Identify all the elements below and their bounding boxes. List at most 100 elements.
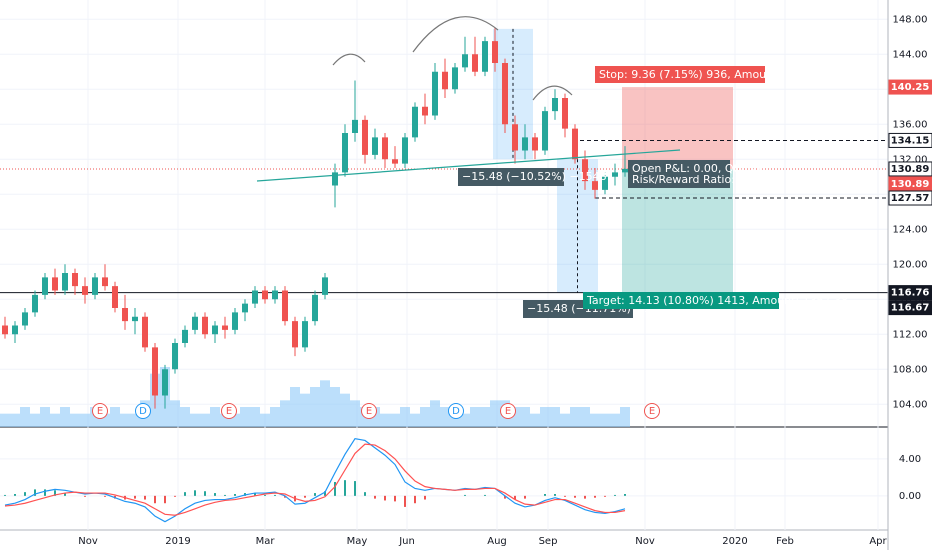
head-arc (412, 16, 499, 53)
candle-body (382, 137, 388, 160)
candle-body (522, 137, 528, 151)
volume-bar (270, 407, 280, 427)
x-tick-label: Mar (256, 536, 276, 547)
target-label: Target: 14.13 (10.80%) 1413, Amount: 136… (586, 294, 848, 307)
candle-body (132, 316, 138, 322)
candle-body (612, 172, 618, 177)
target-label-bg (583, 292, 779, 309)
candle-body (362, 119, 368, 155)
histogram-bar (574, 495, 576, 498)
volume-bar (520, 407, 530, 427)
candle-body (502, 63, 508, 125)
candle-body (412, 106, 418, 138)
y-tick-label: 112.00 (893, 329, 928, 340)
histogram-bar (14, 494, 16, 496)
price-tag: 134.15 (891, 135, 930, 146)
event-marker[interactable] (644, 403, 660, 419)
volume-bar (380, 413, 390, 427)
volume-bar (120, 413, 130, 427)
grid (0, 0, 932, 531)
volume-bar (60, 407, 70, 427)
rr-label: Risk/Reward Ratio: 1.51 (632, 173, 763, 186)
histogram-bar (164, 495, 166, 504)
event-marker[interactable] (92, 403, 108, 419)
histogram-bar (624, 494, 626, 496)
candle-body (582, 159, 588, 182)
y-tick-label: 4.00 (899, 454, 921, 465)
volume-bar (40, 407, 50, 427)
volume-bar (600, 413, 610, 427)
candle-body (242, 303, 248, 313)
candle-body (322, 277, 328, 295)
x-tick-label: 2019 (165, 536, 190, 547)
histogram-bar (134, 495, 136, 499)
volume-bar (540, 407, 550, 427)
volume-bar (250, 407, 260, 427)
price-tag: 116.67 (891, 303, 930, 314)
volume-bar (170, 400, 180, 427)
volume-bar (590, 413, 600, 427)
volume-bar (280, 400, 290, 427)
drawings (0, 28, 888, 294)
histogram-bar (4, 494, 6, 496)
histogram-bar (84, 495, 86, 497)
macd-panel (4, 437, 626, 523)
event-marker[interactable] (361, 403, 377, 419)
candle-body (452, 67, 458, 90)
histogram-bar (384, 495, 386, 501)
volume-bar (190, 413, 200, 427)
volume-bar (490, 400, 500, 427)
volume-bar (420, 407, 430, 427)
x-tick-label: Apr (869, 536, 887, 547)
volume-bar (370, 407, 380, 427)
histogram-bar (24, 492, 26, 496)
volume-bar (470, 407, 480, 427)
y-tick-label: 148.00 (893, 14, 928, 25)
candle-body (342, 133, 348, 173)
y-tick-label: 124.00 (893, 224, 928, 235)
candle-body (422, 106, 428, 116)
volume-bar (440, 407, 450, 427)
volume-bar (460, 413, 470, 427)
macd-line (4, 437, 626, 523)
histogram-bar (154, 495, 156, 504)
price-tag-bg (888, 161, 932, 177)
histogram-bar (144, 495, 146, 500)
histogram-bar (44, 489, 46, 496)
candle-body (22, 312, 28, 326)
event-marker[interactable] (221, 403, 237, 419)
y-tick-label: 104.00 (893, 399, 928, 410)
volume-bar (180, 407, 190, 427)
volume-bar (330, 387, 340, 427)
candle-body (532, 137, 538, 151)
candle-body (332, 172, 338, 186)
target-zone (622, 168, 733, 293)
volume-bar (430, 400, 440, 427)
event-marker[interactable] (500, 403, 516, 419)
volume-bar (340, 393, 350, 427)
neckline (256, 149, 681, 182)
event-marker[interactable] (135, 403, 151, 419)
volume-bar (20, 407, 30, 427)
y-tick-label: 132.00 (893, 154, 928, 165)
event-label: E (97, 406, 103, 417)
histogram-bar (234, 494, 236, 496)
stop-zone (622, 87, 733, 169)
histogram-bar (604, 495, 606, 497)
shoulder-arc (532, 85, 573, 101)
x-tick-label: Sep (539, 536, 558, 547)
candle-body (592, 181, 598, 190)
candle-body (152, 347, 158, 396)
candle-body (142, 316, 148, 348)
volume-bar (610, 413, 620, 427)
event-marker[interactable] (448, 403, 464, 419)
candle-body (602, 176, 608, 190)
volume-bar (400, 407, 410, 427)
candle-body (162, 369, 168, 396)
volume-bar (560, 413, 570, 427)
volume-bar (530, 413, 540, 427)
histogram-bar (184, 492, 186, 496)
event-label: E (226, 406, 232, 417)
histogram-bar (594, 495, 596, 498)
histogram-bar (304, 495, 306, 498)
